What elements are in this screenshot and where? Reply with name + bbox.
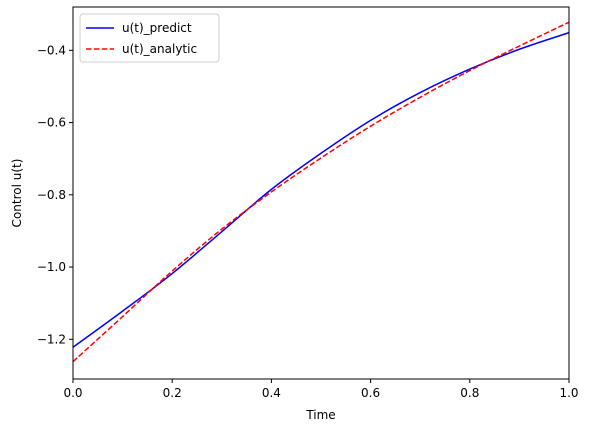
x-tick-label: 0.4 bbox=[262, 386, 281, 400]
legend-box bbox=[79, 13, 220, 63]
y-tick-label: −0.6 bbox=[37, 116, 66, 130]
legend: u(t)_predict u(t)_analytic bbox=[79, 13, 220, 63]
plot-frame bbox=[72, 6, 570, 380]
y-tick-label: −1.0 bbox=[37, 260, 66, 274]
x-tick-label: 0.2 bbox=[163, 386, 182, 400]
legend-items: u(t)_predict u(t)_analytic bbox=[86, 21, 197, 56]
series-layer bbox=[72, 21, 570, 363]
x-axis-ticks: 0.0 0.2 0.4 0.6 0.8 1.0 bbox=[63, 379, 579, 400]
legend-label: u(t)_predict bbox=[122, 21, 192, 35]
x-tick-label: 0.6 bbox=[361, 386, 380, 400]
series-line-1 bbox=[72, 21, 570, 363]
x-axis-label: Time bbox=[305, 408, 335, 422]
y-tick-label: −0.4 bbox=[37, 43, 66, 57]
x-tick-label: 0.0 bbox=[63, 386, 82, 400]
y-tick-label: −1.2 bbox=[37, 332, 66, 346]
y-axis-label: Control u(t) bbox=[10, 159, 24, 228]
legend-label: u(t)_analytic bbox=[122, 42, 197, 56]
y-tick-label: −0.8 bbox=[37, 188, 66, 202]
x-tick-label: 0.8 bbox=[460, 386, 479, 400]
y-axis-ticks: −1.2 −1.0 −0.8 −0.6 −0.4 bbox=[37, 43, 73, 346]
x-tick-label: 1.0 bbox=[559, 386, 578, 400]
